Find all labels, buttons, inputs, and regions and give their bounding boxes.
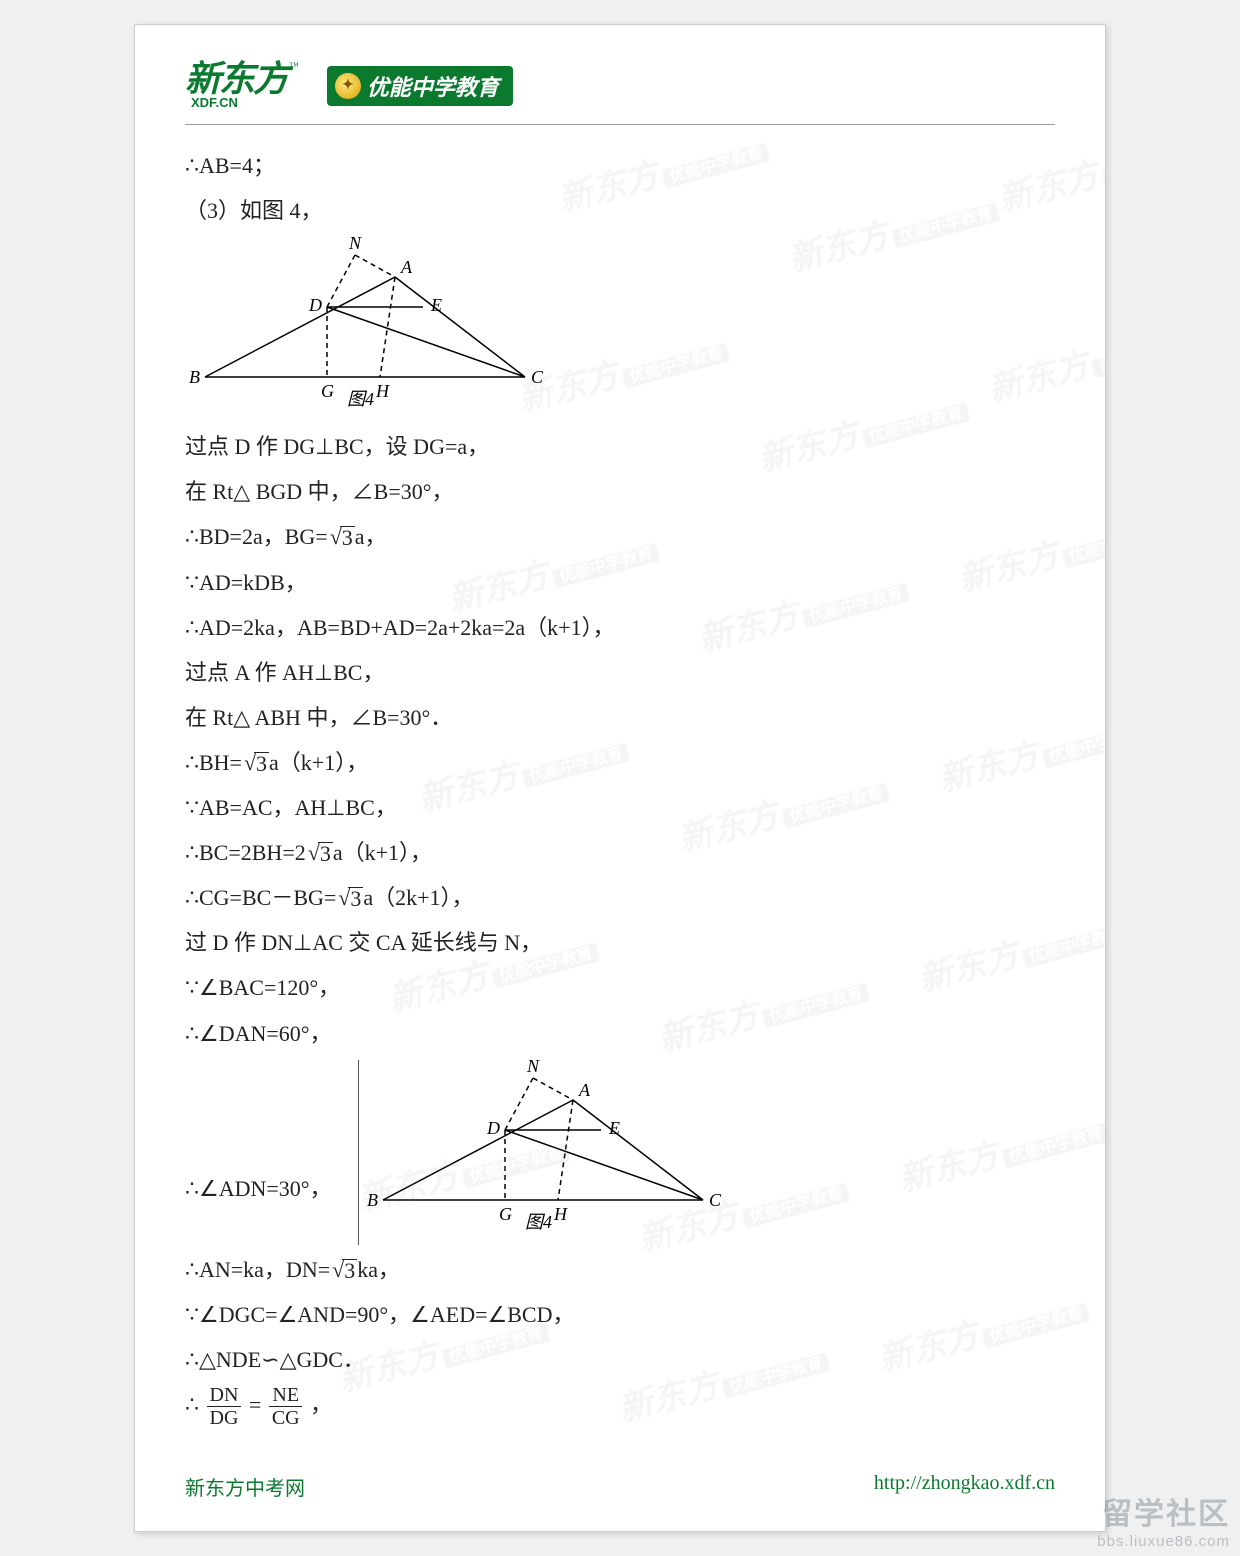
logo-xdf: 新东方™ XDF.CN — [185, 61, 299, 110]
sqrt-3-e: 3 — [330, 1247, 357, 1292]
frac-ne-cg: NECG — [269, 1384, 303, 1429]
line-8: 过点 A 作 AH⊥BC， — [185, 650, 1055, 695]
line-17: ∴∠ADN=30°， — [185, 1166, 332, 1211]
svg-text:E: E — [430, 295, 442, 315]
line-18: ∴AN=ka，DN=3ka， — [185, 1247, 1055, 1292]
figure-1-svg: B C G H D EA N 图4 — [185, 237, 545, 407]
svg-text:B: B — [189, 367, 200, 387]
l10-post: a（k+1）， — [269, 750, 368, 775]
l18-pre: ∴AN=ka，DN= — [185, 1257, 330, 1282]
equals: = — [249, 1392, 261, 1417]
badge: ✦ 优能中学教育 — [327, 66, 513, 106]
content-body: ∴AB=4； （3）如图 4， BCGHDEAN图4 过点 D 作 DG⊥BC，… — [185, 143, 1055, 1429]
line-12: ∴BC=2BH=23a（k+1）， — [185, 830, 1055, 875]
line-16: ∴∠DAN=60°， — [185, 1011, 1055, 1056]
l13-pre: ∴CG=BC－BG= — [185, 885, 336, 910]
figure-2-svg: B C G H D EA N 图4 — [363, 1060, 723, 1230]
corner-watermark: 留学社区 bbs.liuxue86.com — [1097, 1489, 1230, 1550]
svg-text:N: N — [526, 1060, 540, 1076]
line-17-with-figure: ∴∠ADN=30°， B C G H D EA N 图4 — [185, 1056, 723, 1247]
svg-text:B: B — [367, 1190, 378, 1210]
line-19: ∵∠DGC=∠AND=90°，∠AED=∠BCD， — [185, 1292, 1055, 1337]
svg-text:G: G — [321, 381, 334, 401]
figure-1: B C G H D EA N 图4 — [185, 237, 1055, 422]
l18-post: ka， — [357, 1257, 400, 1282]
logo-trademark: ™ — [289, 61, 299, 72]
line-10: ∴BH=3a（k+1）， — [185, 740, 1055, 785]
line-15: ∵∠BAC=120°， — [185, 965, 1055, 1010]
line-2: （3）如图 4， — [185, 188, 1055, 233]
svg-text:C: C — [709, 1190, 722, 1210]
svg-text:A: A — [578, 1080, 591, 1100]
l5-post: a， — [355, 524, 387, 549]
corner-wm-line2: bbs.liuxue86.com — [1097, 1533, 1230, 1550]
frac-dn-dg: DNDG — [207, 1384, 242, 1429]
sqrt-3-b: 3 — [242, 740, 269, 785]
l5-pre: ∴BD=2a，BG= — [185, 524, 328, 549]
line-14: 过 D 作 DN⊥AC 交 CA 延长线与 N， — [185, 920, 1055, 965]
line-3: 过点 D 作 DG⊥BC，设 DG=a， — [185, 424, 1055, 469]
svg-text:G: G — [499, 1204, 512, 1224]
sqrt-3-c: 3 — [306, 830, 333, 875]
line-13: ∴CG=BC－BG=3a（2k+1）， — [185, 875, 1055, 920]
l12-pre: ∴BC=2BH=2 — [185, 840, 306, 865]
figure-2: B C G H D EA N 图4 — [358, 1060, 723, 1245]
logo-sub-text: XDF.CN — [185, 95, 299, 110]
svg-text:H: H — [553, 1204, 568, 1224]
line-6: ∵AD=kDB， — [185, 560, 1055, 605]
l10-pre: ∴BH= — [185, 750, 242, 775]
badge-icon: ✦ — [335, 73, 361, 99]
svg-text:A: A — [400, 257, 413, 277]
l12-post: a（k+1）， — [333, 840, 432, 865]
page: 新东方 优能中学教育新东方 优能中学教育新东方 优能中学教育新东方 优能中学教育… — [134, 24, 1106, 1532]
badge-text: 优能中学教育 — [367, 70, 499, 102]
line-5: ∴BD=2a，BG=3a， — [185, 514, 1055, 559]
svg-text:D: D — [308, 295, 322, 315]
line-1: ∴AB=4； — [185, 143, 1055, 188]
line-7: ∴AD=2ka，AB=BD+AD=2a+2ka=2a（k+1）， — [185, 605, 1055, 650]
l13-post: a（2k+1）， — [363, 885, 473, 910]
corner-wm-line1: 留学社区 — [1097, 1489, 1230, 1533]
page-header: 新东方™ XDF.CN ✦ 优能中学教育 — [185, 61, 1055, 125]
logo-main-text: 新东方 — [185, 58, 287, 99]
l21-pre: ∴ — [185, 1392, 199, 1417]
sqrt-3-d: 3 — [336, 875, 363, 920]
line-4: 在 Rt△ BGD 中，∠B=30°， — [185, 469, 1055, 514]
svg-text:E: E — [608, 1118, 620, 1138]
l21-post: ， — [310, 1392, 332, 1417]
svg-text:D: D — [486, 1118, 500, 1138]
svg-text:C: C — [531, 367, 544, 387]
footer-right: http://zhongkao.xdf.cn — [874, 1472, 1055, 1501]
line-21: ∴ DNDG = NECG ， — [185, 1382, 1055, 1429]
svg-text:图4: 图4 — [347, 389, 374, 407]
svg-text:N: N — [348, 237, 362, 253]
line-11: ∵AB=AC，AH⊥BC， — [185, 785, 1055, 830]
svg-text:图4: 图4 — [525, 1212, 552, 1230]
sqrt-3-a: 3 — [328, 514, 355, 559]
svg-text:H: H — [375, 381, 390, 401]
page-footer: 新东方中考网 http://zhongkao.xdf.cn — [185, 1472, 1055, 1501]
line-9: 在 Rt△ ABH 中，∠B=30°． — [185, 695, 1055, 740]
line-20: ∴△NDE∽△GDC． — [185, 1337, 1055, 1382]
footer-left: 新东方中考网 — [185, 1472, 305, 1501]
